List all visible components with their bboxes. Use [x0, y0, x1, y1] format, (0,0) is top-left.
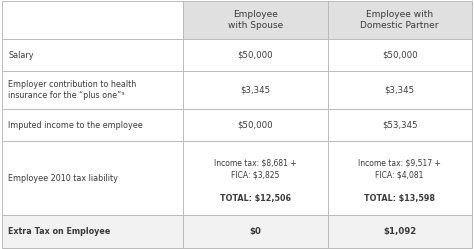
Text: Employee with
Domestic Partner: Employee with Domestic Partner — [360, 10, 439, 30]
Text: $53,345: $53,345 — [382, 121, 418, 130]
Text: $50,000: $50,000 — [382, 51, 418, 60]
Bar — [328, 39, 472, 71]
Bar — [328, 71, 472, 109]
Text: Employee 2010 tax liability: Employee 2010 tax liability — [8, 174, 118, 183]
Bar — [2, 39, 183, 71]
Text: TOTAL: $13,598: TOTAL: $13,598 — [364, 194, 435, 203]
Text: $0: $0 — [249, 227, 261, 236]
Text: Income tax: $8,681 +
FICA: $3,825: Income tax: $8,681 + FICA: $3,825 — [214, 159, 297, 179]
Text: Extra Tax on Employee: Extra Tax on Employee — [8, 227, 110, 236]
Text: $50,000: $50,000 — [237, 121, 273, 130]
Text: Salary: Salary — [8, 51, 34, 60]
Bar — [328, 1, 472, 39]
Bar — [2, 141, 183, 215]
Bar — [183, 39, 328, 71]
Text: $1,092: $1,092 — [383, 227, 416, 236]
Text: $3,345: $3,345 — [384, 86, 415, 95]
Text: $3,345: $3,345 — [240, 86, 270, 95]
Text: Employer contribution to health
insurance for the “plus one”⁹: Employer contribution to health insuranc… — [8, 80, 137, 100]
Text: $50,000: $50,000 — [237, 51, 273, 60]
Text: Employee
with Spouse: Employee with Spouse — [228, 10, 283, 30]
Bar — [2, 71, 183, 109]
Bar — [183, 215, 328, 248]
Bar — [183, 1, 328, 39]
Text: TOTAL: $12,506: TOTAL: $12,506 — [220, 194, 291, 203]
Text: Imputed income to the employee: Imputed income to the employee — [8, 121, 143, 130]
Bar — [2, 109, 183, 141]
Bar — [183, 141, 328, 215]
Bar — [2, 1, 183, 39]
Bar — [328, 109, 472, 141]
Bar — [328, 141, 472, 215]
Bar — [328, 215, 472, 248]
Bar — [183, 109, 328, 141]
Text: Income tax: $9,517 +
FICA: $4,081: Income tax: $9,517 + FICA: $4,081 — [358, 159, 441, 179]
Bar — [183, 71, 328, 109]
Bar — [2, 215, 183, 248]
